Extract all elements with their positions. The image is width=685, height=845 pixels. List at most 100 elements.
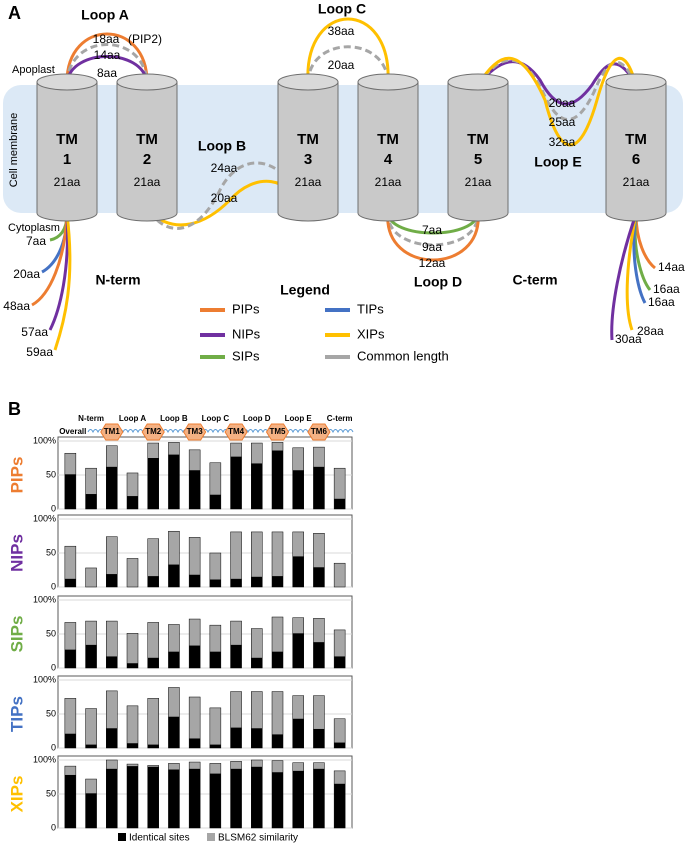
category-label: N-term — [78, 414, 104, 423]
bar — [209, 773, 221, 828]
bar — [230, 644, 242, 668]
bar — [147, 698, 159, 749]
category-label: Loop E — [285, 414, 313, 423]
tm-cylinder-top — [36, 73, 98, 91]
bar — [64, 474, 76, 509]
loop-curve — [386, 211, 480, 247]
loop-name: Loop A — [81, 7, 129, 23]
bar — [189, 738, 201, 748]
legend-label: XIPs — [357, 326, 385, 341]
bar — [126, 558, 139, 588]
loop-length: 20aa — [549, 96, 576, 110]
bar — [292, 556, 304, 587]
y-tick-label: 50 — [46, 788, 56, 798]
bar — [292, 718, 304, 748]
loop-curve — [306, 45, 390, 83]
loop-name: Loop C — [318, 1, 366, 17]
membrane-label: Cell membrane — [8, 113, 20, 188]
bar — [168, 769, 180, 828]
bar — [106, 466, 118, 509]
bar — [127, 766, 138, 828]
bar — [313, 728, 325, 748]
bar — [230, 456, 242, 509]
category-label: TM3 — [187, 427, 204, 436]
loop-length: 18aa — [93, 32, 120, 46]
bar — [127, 496, 138, 509]
loop-curve — [65, 55, 149, 83]
loop-curve — [306, 17, 390, 83]
bar — [168, 454, 180, 509]
loop-length: 48aa — [3, 299, 30, 313]
bar — [126, 633, 139, 669]
loop-curve — [53, 213, 72, 351]
bar — [106, 768, 118, 828]
cell-membrane — [3, 85, 683, 213]
loop-length: 57aa — [21, 325, 48, 339]
tm-hexagon — [100, 423, 124, 441]
y-tick-label: 0 — [51, 662, 56, 672]
tm-length: 21aa — [623, 175, 650, 189]
bar — [147, 458, 159, 509]
bar — [147, 766, 159, 828]
tm-cylinder — [447, 81, 509, 222]
bar — [147, 576, 159, 587]
tm-hexagon — [141, 423, 165, 441]
loop-curve — [632, 213, 647, 304]
y-tick-label: 100% — [33, 513, 56, 523]
y-tick-label: 50 — [46, 469, 56, 479]
y-tick-label: 0 — [51, 742, 56, 752]
tm-length: 21aa — [134, 175, 161, 189]
bar — [127, 743, 138, 748]
tm-length: 21aa — [54, 175, 81, 189]
legend-label: BLSM62 similarity — [218, 833, 298, 844]
bar — [147, 744, 159, 748]
bar — [85, 644, 97, 668]
bar — [189, 768, 201, 828]
legend-label: Common length — [357, 348, 449, 363]
legend-label: SIPs — [232, 348, 260, 363]
bar — [334, 742, 346, 748]
bar — [313, 567, 325, 587]
bar — [106, 728, 118, 748]
bar — [168, 716, 180, 748]
bar — [251, 463, 263, 509]
loop-length: 38aa — [328, 24, 355, 38]
y-tick-label: 0 — [51, 503, 56, 513]
bar — [209, 494, 221, 509]
loop-length: 16aa — [648, 295, 675, 309]
loop-note: (PIP2) — [128, 32, 162, 46]
bar — [272, 576, 283, 587]
chart-frame — [57, 595, 353, 669]
tm-hexagon — [224, 423, 248, 441]
chart-frame — [57, 755, 353, 829]
bar — [106, 656, 118, 668]
bar — [209, 579, 221, 587]
y-tick-label: 50 — [46, 708, 56, 718]
loop-curve — [625, 213, 638, 331]
bar — [64, 578, 76, 587]
bar — [189, 470, 201, 509]
loop-name: Loop D — [414, 274, 462, 290]
category-label: Loop D — [243, 414, 271, 423]
bar — [189, 574, 201, 587]
cytoplasm-label: Cytoplasm — [8, 222, 60, 234]
loop-name: N-term — [95, 272, 140, 288]
tm-name: TM — [56, 131, 78, 148]
tm-hexagon — [183, 423, 207, 441]
panel-label: A — [8, 3, 21, 23]
tm-cylinder-top — [447, 73, 509, 91]
loop-curve — [476, 56, 638, 147]
tm-name: TM — [136, 131, 158, 148]
tm-name: TM — [467, 131, 489, 148]
tm-name: TM — [297, 131, 319, 148]
tm-cylinder-top — [357, 73, 419, 91]
loop-length: 20aa — [328, 58, 355, 72]
bar — [251, 766, 263, 828]
bar — [147, 657, 159, 668]
chart-frame — [57, 514, 353, 588]
bar — [64, 733, 76, 748]
chart-title: SIPs — [7, 616, 26, 653]
bar — [334, 656, 346, 668]
tm-hexagon — [265, 423, 290, 441]
tm-length: 21aa — [465, 175, 492, 189]
